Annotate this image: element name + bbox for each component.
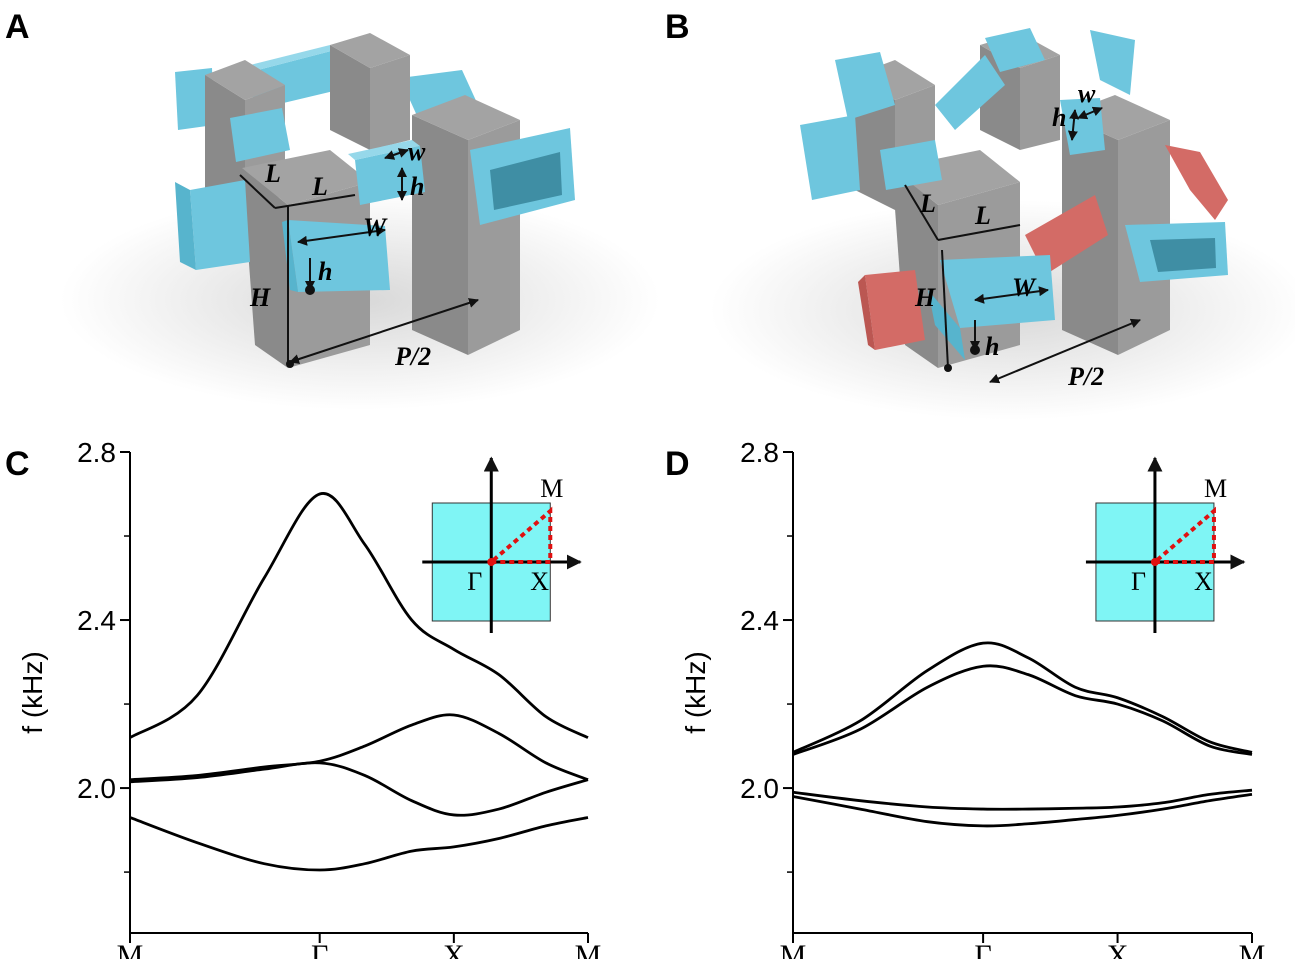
inset-gamma [1150, 558, 1159, 566]
x-tick-label: M [1239, 939, 1266, 959]
dim-label: L [311, 172, 328, 201]
x-tick-label: X [443, 939, 465, 959]
inset-gamma [487, 558, 496, 566]
x-tick-label: M [780, 939, 807, 959]
y-axis-label: f (kHz) [680, 651, 711, 733]
band-line [129, 761, 589, 817]
inset: M Γ X [422, 456, 582, 633]
y-tick-label: 2.8 [740, 437, 779, 468]
band-line [792, 792, 1253, 828]
inset-label: X [530, 567, 549, 596]
dim-label: L [919, 189, 936, 218]
inset-path [485, 506, 553, 564]
band-line [792, 641, 1253, 754]
dim-label: H [914, 283, 936, 312]
band-line [129, 492, 589, 739]
inset-label: Γ [467, 567, 482, 596]
dim-label: P/2 [394, 342, 431, 371]
panel-label: A [5, 8, 30, 46]
x-tick-label: Γ [311, 939, 328, 959]
y-tick-label: 2.4 [740, 605, 779, 636]
dim-label: H [249, 283, 271, 312]
dim-label: P/2 [1067, 362, 1104, 391]
inset-label: X [1194, 567, 1213, 596]
y-axis-label: f (kHz) [17, 651, 48, 733]
panel-label: B [665, 8, 690, 46]
x-tick-label: Γ [974, 939, 991, 959]
panel-label: C [5, 445, 30, 483]
dim-label: L [264, 159, 281, 188]
dim-label: h [318, 257, 332, 286]
panel-label: D [665, 445, 690, 483]
y-tick-label: 2.8 [77, 437, 116, 468]
inset: M Γ X [1085, 456, 1246, 633]
dim-label: w [1078, 79, 1096, 108]
dim-label: h [985, 332, 999, 361]
inset-label: Γ [1131, 567, 1146, 596]
band-line [129, 816, 589, 872]
dim-label: h [1052, 103, 1066, 132]
inset-label: M [540, 474, 563, 503]
inset-path [1149, 506, 1216, 564]
y-tick-label: 2.0 [77, 773, 116, 804]
dim-label: w [408, 137, 426, 166]
x-tick-label: M [117, 939, 144, 959]
x-tick-label: X [1107, 939, 1129, 959]
band-line [129, 713, 589, 782]
dim-label: W [1012, 273, 1037, 302]
dim-label: L [974, 201, 991, 230]
x-tick-label: M [575, 939, 602, 959]
render-b [710, 28, 1295, 420]
band-line [792, 788, 1253, 811]
band-line [792, 664, 1253, 756]
dim-label: W [363, 213, 388, 242]
dim-label: h [410, 172, 424, 201]
y-tick-label: 2.4 [77, 605, 116, 636]
y-tick-label: 2.0 [740, 773, 779, 804]
inset-label: M [1204, 474, 1227, 503]
render-a [60, 33, 660, 410]
